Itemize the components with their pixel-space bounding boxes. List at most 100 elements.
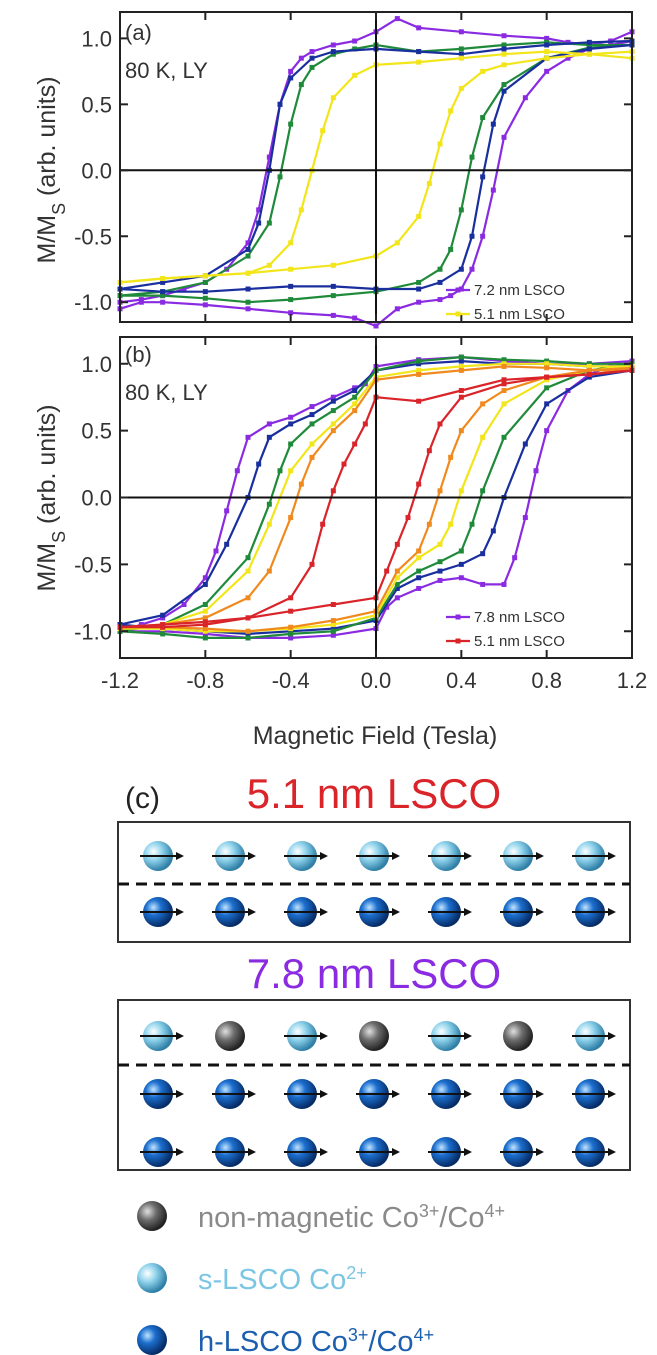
y-tick-label: -0.5 (74, 224, 112, 249)
data-point (298, 481, 304, 487)
data-point (245, 270, 251, 276)
data-point (544, 365, 550, 371)
data-point (352, 394, 358, 400)
data-point (288, 628, 294, 634)
data-point (416, 279, 422, 285)
data-point (352, 388, 358, 393)
data-point (160, 279, 166, 285)
panel-b-y-axis-title: M/MS (arb. units) (33, 404, 69, 591)
data-point (458, 55, 464, 61)
data-point (448, 293, 454, 299)
data-point (416, 367, 422, 373)
data-point (394, 541, 400, 547)
s-lsco-atom (284, 1021, 328, 1051)
data-point (330, 312, 336, 318)
data-point (416, 555, 422, 561)
data-point (202, 273, 208, 279)
data-point (330, 293, 336, 299)
x-tick-label: 0.4 (446, 668, 477, 693)
y-tick-label: 1.0 (81, 26, 112, 51)
data-point (160, 622, 166, 628)
data-point (394, 585, 400, 591)
data-point (501, 62, 507, 68)
data-point (501, 33, 507, 39)
data-point (160, 628, 166, 634)
data-point (288, 515, 294, 521)
data-point (416, 213, 422, 219)
atom-sphere (215, 1021, 245, 1051)
data-point (330, 51, 336, 57)
data-point (416, 49, 422, 55)
panel-a-y-axis-title: M/MS (arb. units) (33, 76, 69, 263)
data-point (394, 16, 400, 22)
data-point (202, 608, 208, 614)
data-point (416, 575, 422, 581)
y-tick-label: 0.0 (81, 486, 112, 511)
top-box-atoms (118, 841, 630, 927)
data-point (309, 404, 315, 410)
data-point (245, 253, 251, 259)
data-point (458, 428, 464, 434)
h-lsco-atom (572, 1137, 616, 1167)
data-point (448, 108, 454, 114)
data-point (501, 361, 507, 367)
h-lsco-atom (284, 1137, 328, 1167)
non-magnetic-atom (359, 1021, 389, 1051)
data-point (544, 42, 550, 48)
data-point (437, 577, 443, 583)
data-point (416, 361, 422, 367)
data-point (352, 385, 358, 391)
data-point (416, 299, 422, 305)
data-point (330, 618, 336, 624)
data-point (330, 632, 336, 638)
s-lsco-atom (572, 841, 616, 871)
data-point (330, 398, 336, 404)
data-point (416, 59, 422, 65)
data-point (352, 38, 358, 44)
h-lsco-atom (428, 1137, 472, 1167)
data-point (512, 555, 518, 561)
data-point (330, 42, 336, 48)
data-point (480, 233, 486, 239)
data-point (437, 559, 443, 565)
data-point (266, 220, 272, 226)
data-point (469, 521, 475, 527)
data-point (437, 421, 443, 427)
data-point (394, 240, 400, 246)
data-point (330, 394, 336, 400)
h-lsco-atom (140, 897, 184, 927)
data-point (160, 289, 166, 295)
series-line-descending (119, 41, 632, 297)
series-line-ascending (120, 366, 633, 633)
data-point (437, 266, 443, 272)
data-point (469, 154, 475, 160)
data-point (458, 548, 464, 554)
data-point (490, 187, 496, 193)
key-item-s-lsco-atom: s-LSCO Co2+ (137, 1263, 367, 1296)
data-point (394, 306, 400, 312)
data-point (202, 302, 208, 308)
data-point (277, 468, 283, 474)
data-point (490, 121, 496, 127)
data-point (469, 266, 475, 272)
data-point (544, 361, 550, 367)
s-lsco-atom (428, 841, 472, 871)
data-point (501, 381, 507, 387)
data-point (245, 635, 251, 641)
data-point (245, 246, 251, 252)
data-point (458, 363, 464, 369)
data-point (266, 521, 272, 527)
data-point (544, 68, 550, 74)
s-lsco-atom (572, 1021, 616, 1051)
series-line-ascending (119, 369, 633, 636)
data-point (245, 306, 251, 312)
data-point (352, 408, 358, 414)
data-point (416, 358, 422, 364)
data-point (458, 86, 464, 92)
s-lsco-atom (356, 841, 400, 871)
data-point (288, 595, 294, 601)
data-point (426, 180, 432, 186)
data-point (544, 49, 550, 55)
data-point (320, 128, 326, 134)
s-lsco-atom (140, 841, 184, 871)
